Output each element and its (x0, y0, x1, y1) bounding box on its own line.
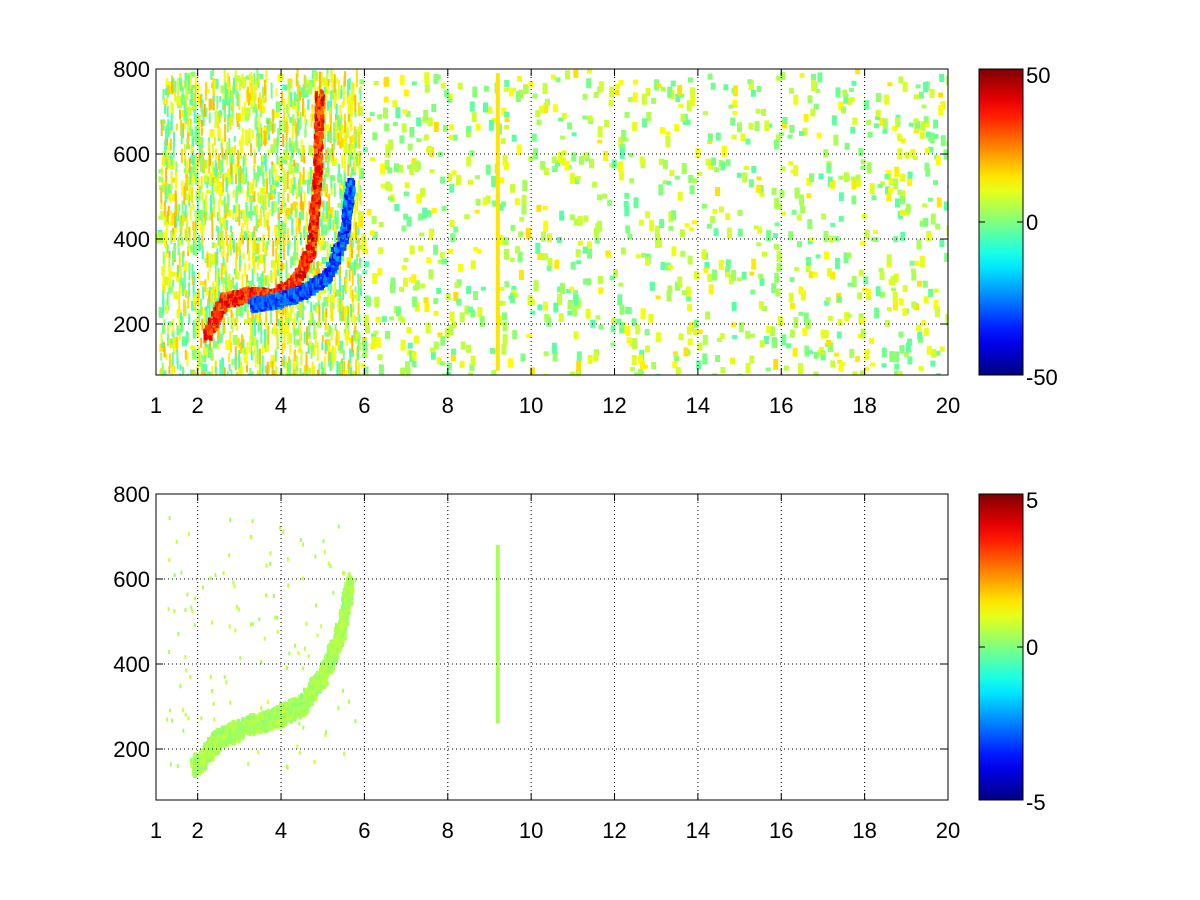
y-tick-label: 400 (113, 652, 150, 677)
y-tick-label: 800 (113, 57, 150, 82)
x-tick-label: 14 (686, 393, 710, 418)
x-tick-label: 14 (686, 818, 710, 843)
x-tick-label: 4 (275, 818, 287, 843)
x-tick-label: 2 (192, 393, 204, 418)
colorbar-tick-label: 50 (1026, 63, 1050, 88)
x-tick-label: 18 (852, 818, 876, 843)
x-tick-label: 8 (442, 393, 454, 418)
plot-frame (155, 68, 949, 376)
x-tick-label: 6 (358, 393, 370, 418)
y-tick-label: 200 (113, 312, 150, 337)
x-tick-label: 4 (275, 393, 287, 418)
heatmap-cells (165, 516, 500, 779)
y-tick-label: 400 (113, 227, 150, 252)
x-tick-label: 1 (150, 818, 162, 843)
colorbar: 50 0 -50 (978, 63, 1058, 390)
x-tick-label: 12 (602, 393, 626, 418)
x-tick-label: 1 (150, 393, 162, 418)
colorbar-tick-label: 0 (1026, 210, 1038, 235)
colorbar-tick-label: -5 (1026, 790, 1046, 815)
colorbar-tick-label: -50 (1026, 365, 1058, 390)
x-tick-label: 2 (192, 818, 204, 843)
heatmap-cells (156, 69, 948, 375)
y-tick-label: 600 (113, 142, 150, 167)
colorbar-tick-label: 0 (1026, 635, 1038, 660)
x-tick-label: 16 (769, 818, 793, 843)
y-tick-label: 600 (113, 567, 150, 592)
x-tick-label: 20 (936, 818, 960, 843)
x-tick-label: 20 (936, 393, 960, 418)
x-tick-label: 12 (602, 818, 626, 843)
x-tick-label: 6 (358, 818, 370, 843)
plot-frame (155, 493, 949, 801)
colorbar-tick-label: 5 (1026, 488, 1038, 513)
x-tick-label: 8 (442, 818, 454, 843)
x-tick-label: 10 (519, 818, 543, 843)
x-tick-label: 18 (852, 393, 876, 418)
x-tick-label: 10 (519, 393, 543, 418)
y-tick-label: 200 (113, 737, 150, 762)
y-tick-label: 800 (113, 482, 150, 507)
colorbar: 5 0 -5 (978, 488, 1046, 815)
x-tick-label: 16 (769, 393, 793, 418)
